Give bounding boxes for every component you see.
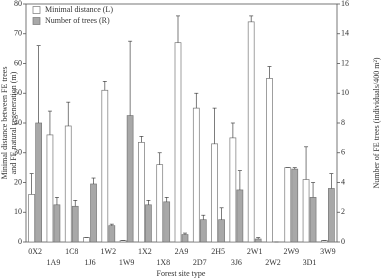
x-tick-label: 1W2 [101,247,117,256]
bar [174,42,182,243]
bar [309,197,317,243]
y2-tick-label: 12 [341,58,349,67]
y-tick-label: 0 [18,237,22,246]
x-tick-label: 1C8 [65,247,78,256]
y-tick-label: 80 [14,0,22,8]
y2-tick-label: 0 [341,237,345,246]
bar [71,205,79,243]
bar [138,141,145,243]
bar [247,21,255,243]
bar [199,219,207,243]
bar [53,204,61,243]
bar [28,194,35,243]
y-axis-label: and FE natural regeneration (m) [9,71,18,174]
x-tick-label: 2W1 [247,247,263,256]
bar [35,122,42,243]
legend-swatch [32,17,41,25]
bar [211,143,218,243]
y-tick-label: 60 [14,58,22,67]
y2-tick-label: 8 [341,118,345,127]
bar [145,204,152,243]
x-tick-label: 2D7 [193,258,207,267]
y2-tick-label: 2 [341,207,345,216]
bar [254,238,262,243]
bar [64,125,72,243]
bar [83,237,90,243]
y-tick-label: 70 [14,29,22,38]
bar [229,137,237,243]
bar [90,183,97,243]
y2-tick-label: 4 [341,177,345,186]
x-tick-label: 1J6 [84,258,95,267]
legend-label: Number of trees (R) [45,16,110,25]
bar [218,219,225,243]
bar [328,188,335,243]
y2-tick-label: 6 [341,148,345,157]
y2-tick-label: 16 [341,0,349,8]
legend-swatch [32,6,41,14]
x-tick-label: 2A9 [175,247,189,256]
bar [108,225,116,243]
y-tick-label: 40 [14,118,22,127]
x-tick-label: 3J6 [231,258,242,267]
y2-axis-label: Number of FE trees (individuals/400 m²) [372,57,381,188]
y-tick-label: 20 [14,177,22,186]
x-axis-label: Forest site type [157,269,206,278]
y-tick-label: 50 [14,88,22,97]
bar [236,189,244,243]
bar [291,168,299,243]
bar [302,179,310,243]
bar [46,134,54,243]
bar [163,201,171,243]
bar [101,89,109,243]
x-tick-label: 2W9 [283,247,299,256]
x-tick-label: 0X2 [28,247,42,256]
x-tick-label: 3D1 [303,258,317,267]
y-axis-label: Minimal distance between FE trees [0,67,9,180]
x-tick-label: 3W9 [320,247,336,256]
y-tick-label: 10 [14,207,22,216]
bar [284,167,292,243]
y2-tick-label: 10 [341,88,349,97]
bar [192,107,200,243]
bar [266,78,273,243]
bar [126,115,134,243]
bar [156,164,164,243]
x-tick-label: 1W9 [119,258,135,267]
legend-label: Minimal distance (L) [45,5,113,14]
y-tick-label: 30 [14,148,22,157]
bar [181,234,189,243]
x-tick-label: 1A9 [47,258,61,267]
x-tick-label: 1X2 [138,247,152,256]
y2-tick-label: 14 [341,29,349,38]
x-tick-label: 1X8 [156,258,170,267]
x-tick-label: 2H5 [211,247,225,256]
x-tick-label: 2W2 [265,258,281,267]
